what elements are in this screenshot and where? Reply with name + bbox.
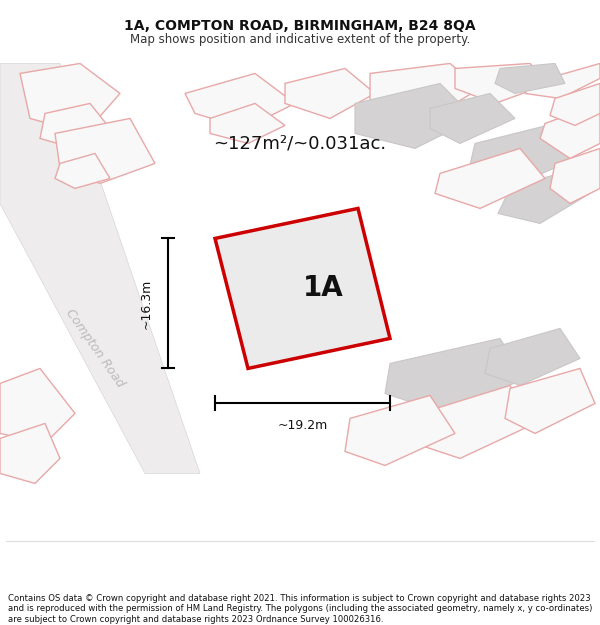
Polygon shape: [370, 63, 480, 119]
Polygon shape: [430, 93, 515, 143]
Text: 1A, COMPTON ROAD, BIRMINGHAM, B24 8QA: 1A, COMPTON ROAD, BIRMINGHAM, B24 8QA: [124, 19, 476, 33]
Polygon shape: [355, 83, 475, 148]
Polygon shape: [285, 68, 375, 119]
Polygon shape: [0, 368, 75, 444]
Text: Contains OS data © Crown copyright and database right 2021. This information is : Contains OS data © Crown copyright and d…: [8, 594, 592, 624]
Polygon shape: [550, 148, 600, 204]
Polygon shape: [385, 339, 525, 414]
Polygon shape: [0, 63, 200, 474]
Polygon shape: [540, 103, 600, 158]
Polygon shape: [498, 168, 590, 223]
Polygon shape: [505, 368, 595, 434]
Text: Map shows position and indicative extent of the property.: Map shows position and indicative extent…: [130, 33, 470, 46]
Polygon shape: [525, 63, 600, 98]
Polygon shape: [210, 103, 285, 143]
Polygon shape: [468, 124, 575, 189]
Polygon shape: [435, 148, 545, 209]
Text: ~19.2m: ~19.2m: [277, 419, 328, 432]
Text: ~127m²/~0.031ac.: ~127m²/~0.031ac.: [214, 134, 386, 152]
Polygon shape: [40, 103, 110, 148]
Polygon shape: [55, 119, 155, 184]
Polygon shape: [550, 83, 600, 126]
Polygon shape: [215, 209, 390, 368]
Polygon shape: [485, 329, 580, 386]
Text: 1A: 1A: [302, 274, 343, 302]
Polygon shape: [345, 396, 455, 466]
Polygon shape: [415, 386, 535, 458]
Text: Compton Road: Compton Road: [63, 307, 127, 390]
Polygon shape: [55, 153, 110, 189]
Polygon shape: [185, 73, 295, 129]
Polygon shape: [0, 424, 60, 484]
Text: ~16.3m: ~16.3m: [139, 278, 152, 329]
Polygon shape: [20, 63, 120, 133]
Polygon shape: [455, 63, 550, 103]
Polygon shape: [495, 63, 565, 93]
